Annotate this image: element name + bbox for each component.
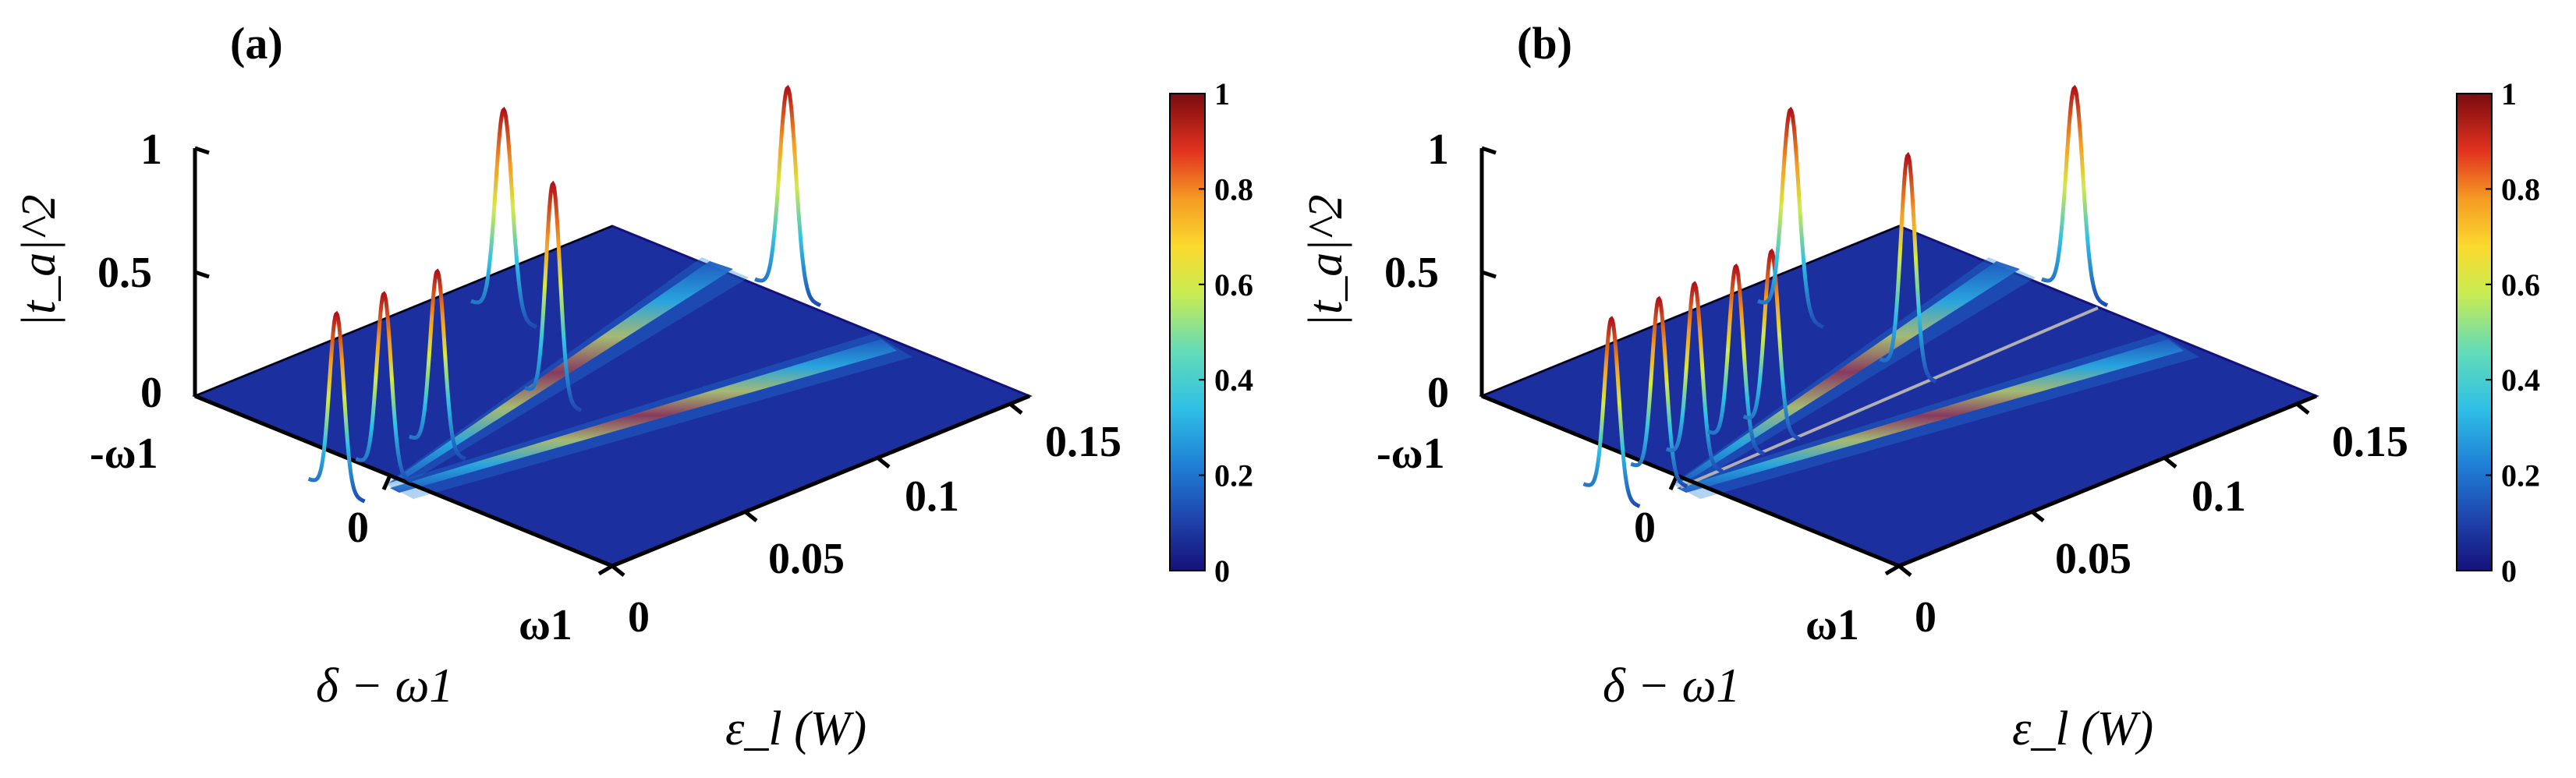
peak-curve	[470, 106, 538, 329]
peak-curve	[1666, 281, 1724, 473]
peak-curve	[754, 84, 822, 307]
colorbar-tick-label: 0.6	[1214, 267, 1253, 302]
colorbar	[2456, 93, 2493, 571]
colorbar-ticks: 0 0.2 0.4 0.6 0.8 1	[1199, 76, 1253, 589]
panel-b: (b) 1 0.5 0 -ω1 0 ω1 0 0.05 0.1 0.15 |t_…	[1299, 18, 2540, 755]
gray-reference-line	[1680, 306, 2099, 489]
z-tick-mark	[1481, 146, 1497, 155]
back-edge	[194, 225, 613, 397]
y-axis	[1898, 394, 2317, 568]
x-tick-label: 0	[347, 504, 369, 552]
x-tick-mark	[1884, 564, 1901, 576]
y-tick-mark	[1897, 564, 1912, 577]
x-axis-label: δ − ω1	[1603, 660, 1740, 713]
x-tick-label: ω1	[1805, 601, 1859, 649]
y-tick-mark	[876, 456, 891, 469]
peak-curve	[307, 310, 366, 504]
x-tick-mark	[597, 564, 614, 576]
peak-curve	[1757, 106, 1825, 329]
colorbar-tick-label: 0.4	[2501, 362, 2540, 398]
colorbar-tick-label: 0.6	[2501, 267, 2540, 302]
y-tick-mark	[1008, 402, 1023, 415]
colorbar-tick-label: 0.2	[1214, 458, 1253, 493]
surface-ridge-2-glow	[1674, 334, 2199, 499]
x-tick-label: ω1	[519, 601, 572, 649]
peak-curve	[2041, 84, 2109, 307]
colorbar	[1169, 93, 1206, 571]
y-tick-label: 0.05	[768, 535, 845, 583]
surface-ridge-1-glow	[1669, 257, 2036, 486]
z-tick-label: 0	[1427, 369, 1449, 417]
x-axis	[194, 394, 613, 568]
y-tick-mark	[2163, 456, 2177, 469]
panel-a: (a) 1 0.5 0 -ω1 0 ω1 0 0.05 0.1 0.1	[12, 18, 1253, 755]
peak-curve	[409, 268, 466, 461]
x-axis	[1481, 394, 1900, 568]
peak-curve	[1879, 151, 1937, 384]
z-tick-mark	[194, 146, 210, 155]
surface-ridge-2-glow	[387, 334, 912, 499]
z-tick-label: 1	[1427, 126, 1449, 174]
peak-curve	[1630, 295, 1688, 489]
back-wall-peaks	[1582, 84, 2109, 508]
x-tick-label: -ω1	[90, 430, 158, 478]
panel-label: (b)	[1517, 18, 1572, 69]
y-tick-label: 0	[1915, 593, 1936, 642]
panel-label: (a)	[230, 18, 283, 69]
colorbar-tick-label: 0	[1214, 553, 1230, 589]
peak-curve	[524, 180, 583, 412]
z-tick-label: 0	[140, 369, 162, 417]
surface-ridge-2	[1677, 339, 2184, 493]
x-tick-label: -ω1	[1377, 430, 1445, 478]
colorbar-tick-label: 1	[2501, 76, 2517, 111]
colorbar-tick-label: 1	[1214, 76, 1230, 111]
y-tick-label: 0	[628, 593, 650, 642]
y-tick-label: 0.15	[1045, 418, 1121, 466]
colorbar-ticks: 0 0.2 0.4 0.6 0.8 1	[2486, 76, 2540, 589]
z-tick-mark	[1481, 270, 1497, 279]
y-axis-label: ε_l (W)	[725, 702, 866, 755]
back-wall-peaks	[307, 84, 822, 504]
surface-ridge-1	[1675, 261, 2020, 483]
peak-curve	[1707, 263, 1766, 456]
surface-ridge-2	[390, 339, 897, 493]
z-tick-label: 0.5	[1384, 249, 1439, 297]
y-tick-label: 0.1	[2192, 472, 2246, 521]
z-axis-label: |t_a|^2	[12, 195, 66, 327]
colorbar-tick-label: 0.2	[2501, 458, 2540, 493]
y-tick-label: 0.15	[2332, 418, 2408, 466]
y-axis-label: ε_l (W)	[2012, 702, 2153, 755]
z-tick-label: 0.5	[97, 249, 152, 297]
y-axis	[611, 394, 1030, 568]
y-tick-label: 0.1	[905, 472, 959, 521]
peak-curve	[1582, 316, 1641, 508]
y-tick-mark	[743, 510, 758, 522]
colorbar-tick-label: 0.8	[2501, 172, 2540, 207]
y-tick-label: 0.05	[2055, 535, 2131, 583]
y-tick-mark	[611, 564, 625, 577]
colorbar-tick-label: 0	[2501, 553, 2517, 589]
x-tick-label: 0	[1634, 504, 1656, 552]
z-tick-label: 1	[140, 126, 162, 174]
colorbar-tick-label: 0.8	[1214, 172, 1253, 207]
z-tick-mark	[194, 270, 210, 279]
y-tick-mark	[2030, 510, 2045, 522]
colorbar-tick-label: 0.4	[1214, 362, 1253, 398]
peak-curve	[355, 291, 413, 483]
x-tick-mark	[381, 474, 392, 491]
z-axis-label: |t_a|^2	[1299, 195, 1352, 327]
y-tick-mark	[2295, 402, 2310, 415]
peak-curve	[1742, 248, 1801, 441]
x-axis-label: δ − ω1	[316, 660, 453, 713]
surface-ridge-1	[388, 261, 733, 483]
